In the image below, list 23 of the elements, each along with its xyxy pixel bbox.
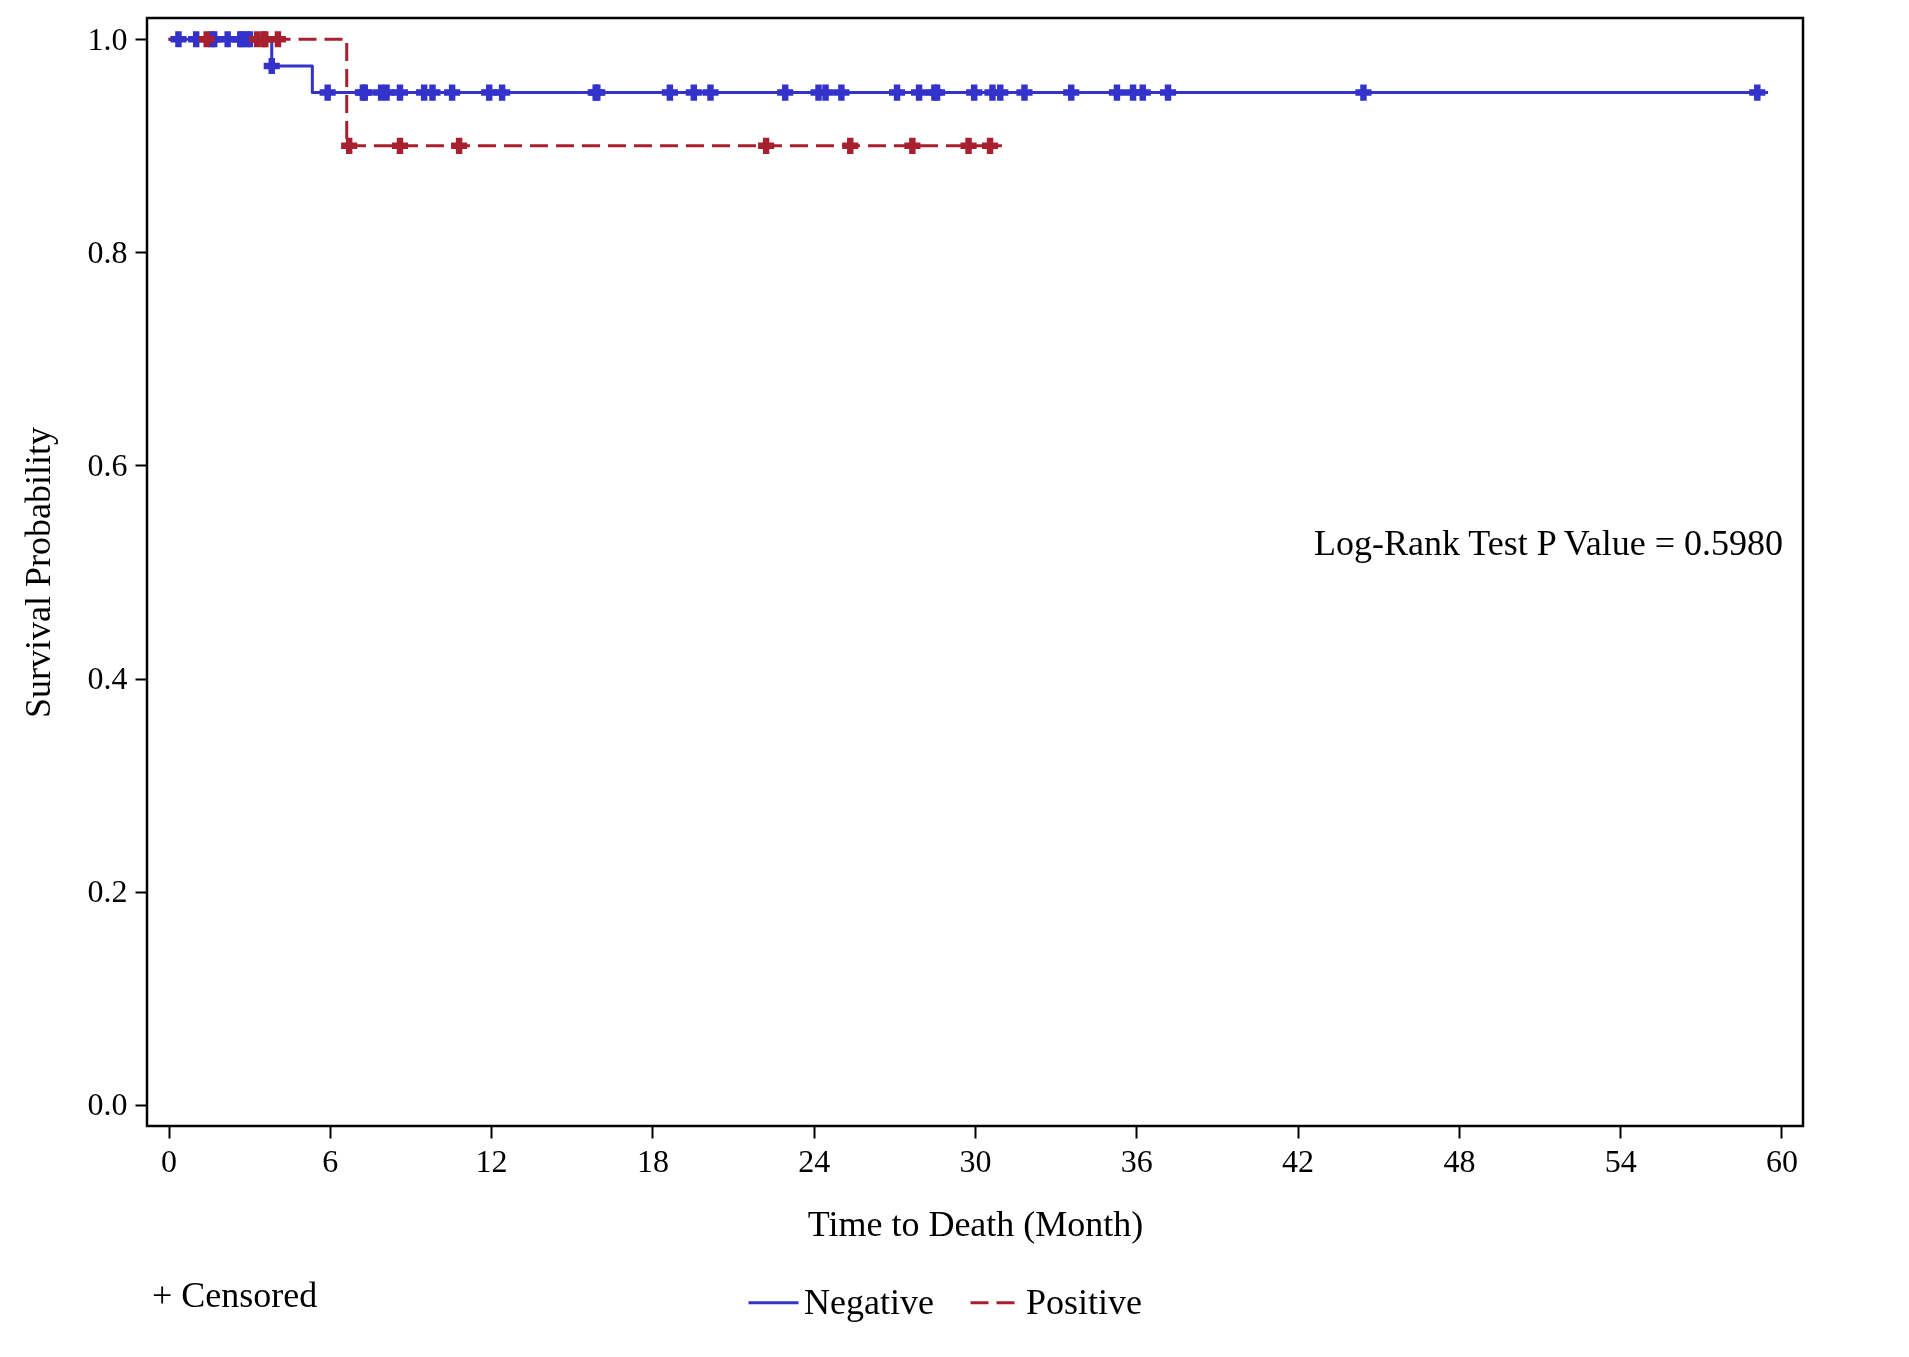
y-tick-label: 0.6 [87,446,128,483]
y-tick-label: 1.0 [87,20,128,57]
y-tick-label: 0.0 [87,1086,128,1123]
text: + Censored [152,1275,318,1315]
x-tick-label: 24 [798,1142,831,1179]
x-tick-label: 12 [475,1142,508,1179]
legend-label: Positive [1026,1281,1143,1322]
y-tick-label: 0.4 [87,660,128,697]
x-tick-label: 60 [1765,1142,1798,1179]
x-tick-label: 30 [959,1142,992,1179]
x-tick-label: 18 [636,1142,669,1179]
x-tick-label: 6 [322,1142,339,1179]
y-axis-title: Survival Probability [17,427,58,718]
y-tick-label: 0.2 [87,873,128,910]
x-tick-label: 54 [1604,1142,1637,1179]
x-tick-label: 48 [1443,1142,1476,1179]
x-tick-label: 36 [1120,1142,1153,1179]
legend-label: Negative [804,1281,934,1322]
x-tick-label: 0 [161,1142,178,1179]
x-tick-label: 42 [1282,1142,1315,1179]
x-axis-title: Time to Death (Month) [807,1203,1144,1244]
annotation: Log-Rank Test P Value = 0.5980 [1313,523,1783,564]
y-tick-label: 0.8 [87,233,128,270]
